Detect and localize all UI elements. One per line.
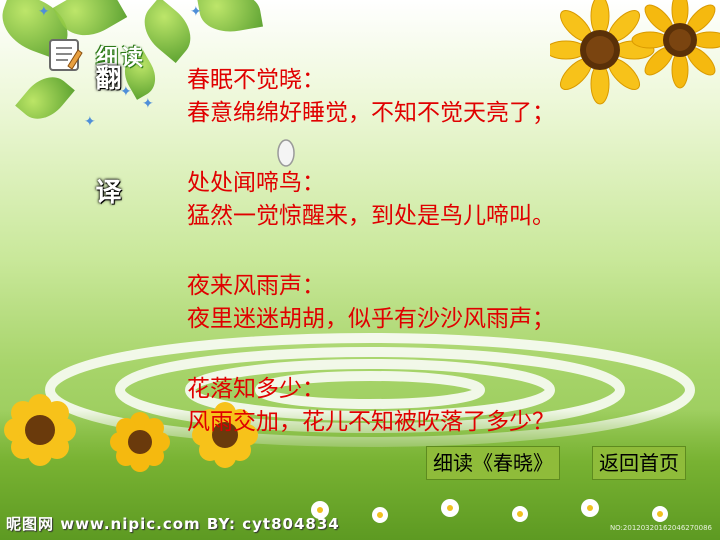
daisy-decoration [311, 499, 668, 523]
sparkle-icon: ✦ [38, 4, 50, 20]
poem-translation-line: 风雨交加，花儿不知被吹落了多少？ [187, 409, 555, 435]
poem-stanza: 处处闻啼鸟： 猛然一觉惊醒来，到处是鸟儿啼叫。 [187, 167, 555, 233]
sunflower-decoration [4, 394, 258, 472]
poem-original-line: 夜来风雨声： [187, 273, 325, 299]
sparkle-icon: ✦ [120, 84, 132, 100]
oval-decoration [277, 139, 295, 167]
poem-stanza: 夜来风雨声： 夜里迷迷胡胡，似乎有沙沙风雨声； [187, 270, 555, 336]
sparkle-icon: ✦ [142, 96, 154, 112]
poem-translation-line: 春意绵绵好睡觉，不知不觉天亮了； [187, 100, 555, 126]
back-home-button[interactable]: 返回首页 [592, 446, 686, 480]
poem-translation-line: 猛然一觉惊醒来，到处是鸟儿啼叫。 [187, 203, 555, 229]
leaf-decoration [196, 0, 264, 37]
notebook-icon [49, 39, 83, 71]
poem-stanza: 花落知多少： 风雨交加，花儿不知被吹落了多少？ [187, 373, 555, 439]
sparkle-icon: ✦ [84, 114, 96, 130]
sunflower-decoration [550, 0, 720, 105]
watermark: 昵图网 www.nipic.com BY: cyt804834 [6, 515, 340, 533]
read-chunxiao-button[interactable]: 细读《春晓》 [426, 446, 560, 480]
image-id-text: NO:20120320162046270086 [609, 524, 712, 532]
poem-text: 春眠不觉晓： 春意绵绵好睡觉，不知不觉天亮了； 处处闻啼鸟： 猛然一觉惊醒来，到… [187, 64, 555, 476]
leaf-decoration [15, 67, 75, 129]
poem-stanza: 春眠不觉晓： 春意绵绵好睡觉，不知不觉天亮了； [187, 64, 555, 130]
section-badge-label: 细读 [96, 46, 147, 71]
poem-translation-line: 夜里迷迷胡胡，似乎有沙沙风雨声； [187, 306, 555, 332]
poem-original-line: 春眠不觉晓： [187, 67, 325, 93]
poem-original-line: 花落知多少： [187, 376, 325, 402]
sparkle-icon: ✦ [190, 4, 202, 20]
poem-original-line: 处处闻啼鸟： [187, 170, 325, 196]
side-label-middle: 译 [91, 178, 121, 206]
side-label-top: 翻 [91, 64, 121, 92]
